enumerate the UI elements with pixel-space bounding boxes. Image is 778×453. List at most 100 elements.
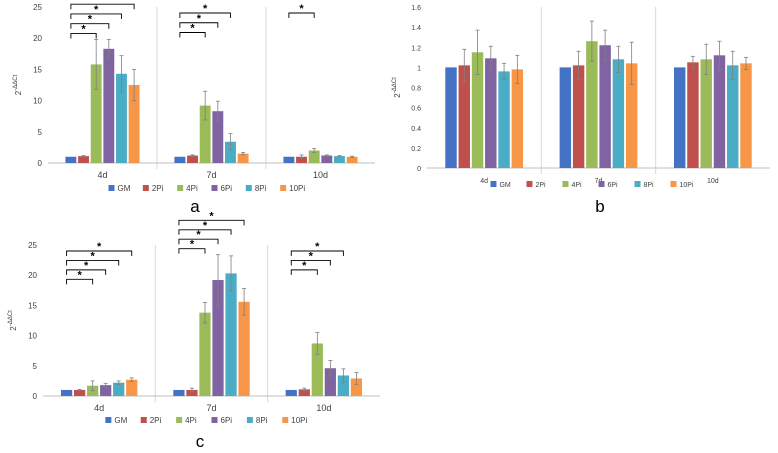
bar-10Pi-10d	[740, 63, 752, 168]
significance-star: *	[196, 229, 201, 241]
significance-bracket	[290, 259, 331, 266]
bar-4Pi-4d	[471, 52, 484, 168]
bar-4Pi-7d	[586, 41, 598, 168]
legend-label-2Pi: 2Pi	[152, 184, 164, 193]
significance-star: *	[77, 269, 82, 281]
legend-label-4Pi: 4Pi	[571, 182, 582, 189]
legend-label-4Pi: 4Pi	[186, 184, 198, 193]
y-axis-label-base: 2	[14, 90, 23, 95]
bar-6Pi-10d	[713, 55, 726, 168]
legend-swatch-4Pi	[562, 181, 569, 187]
bar-10Pi-7d	[238, 301, 250, 396]
legend-label-6Pi: 6Pi	[608, 182, 619, 189]
y-axis-label-base: 2	[393, 93, 402, 98]
legend-swatch-4Pi	[176, 417, 183, 423]
legend-label-6Pi: 6Pi	[221, 416, 233, 425]
x-tick-label: 4d	[480, 178, 488, 185]
legend-swatch-GM	[490, 181, 497, 187]
y-axis-label: 2-ΔΔCt	[13, 74, 23, 95]
y-tick-label: 10	[33, 97, 42, 106]
bar-2Pi-7d	[572, 65, 585, 168]
bar-8Pi-10d	[337, 375, 349, 396]
bar-4Pi-10d	[700, 59, 712, 169]
bar-GM-4d	[445, 67, 457, 168]
y-tick-label: 5	[38, 128, 43, 137]
x-tick-label: 10d	[316, 403, 331, 413]
legend-label-GM: GM	[114, 416, 127, 425]
y-tick-label: 0.2	[411, 146, 421, 153]
bar-10Pi-4d	[128, 85, 140, 163]
y-tick-label: 1.4	[411, 25, 421, 32]
legend-swatch-10Pi	[282, 417, 289, 423]
significance-bracket	[66, 250, 133, 256]
bar-6Pi-10d	[321, 155, 333, 163]
significance-bracket	[70, 32, 97, 39]
legend-label-10Pi: 10Pi	[291, 416, 307, 425]
bar-2Pi-7d	[187, 155, 198, 163]
bar-8Pi-10d	[334, 156, 345, 163]
significance-bracket	[66, 269, 107, 275]
legend-label-2Pi: 2Pi	[535, 182, 546, 189]
significance-star: *	[299, 3, 304, 15]
bar-2Pi-4d	[74, 389, 86, 396]
significance-star: *	[209, 210, 214, 222]
significance-bracket	[179, 12, 231, 18]
bar-4Pi-10d	[311, 343, 323, 396]
significance-star: *	[309, 250, 314, 262]
bar-8Pi-4d	[498, 71, 510, 168]
bar-6Pi-7d	[212, 111, 224, 163]
y-axis-label-exponent: -ΔΔCt	[392, 77, 398, 93]
significance-bracket	[178, 238, 219, 245]
significance-star: *	[302, 260, 307, 272]
legend-swatch-6Pi	[211, 185, 218, 191]
bar-8Pi-7d	[612, 59, 625, 169]
significance-bracket	[66, 259, 120, 266]
bar-GM-7d	[559, 67, 572, 168]
bar-8Pi-7d	[225, 273, 237, 396]
legend-swatch-6Pi	[211, 417, 218, 423]
bar-GM-7d	[173, 389, 185, 396]
y-tick-label: 1.6	[411, 5, 421, 12]
y-tick-label: 1	[417, 65, 421, 72]
bar-10Pi-4d	[511, 69, 524, 168]
panel-label: b	[595, 197, 604, 216]
bar-GM-4d	[65, 156, 77, 163]
y-tick-label: 10	[28, 332, 37, 341]
y-tick-label: 1.2	[411, 45, 421, 52]
significance-bracket	[70, 3, 135, 10]
x-tick-label: 10d	[707, 178, 719, 185]
significance-star: *	[84, 260, 89, 272]
bar-4Pi-7d	[199, 105, 211, 163]
legend-label-GM: GM	[117, 184, 130, 193]
y-axis-label-base: 2	[9, 326, 18, 331]
bar-2Pi-4d	[458, 65, 470, 168]
significance-star: *	[203, 220, 208, 232]
y-tick-label: 0	[417, 166, 421, 173]
significance-star: *	[190, 239, 195, 251]
significance-bracket	[290, 269, 318, 275]
y-tick-label: 20	[33, 34, 42, 43]
y-tick-label: 25	[28, 241, 37, 250]
legend-label-6Pi: 6Pi	[221, 184, 233, 193]
significance-star: *	[190, 23, 195, 35]
significance-star: *	[100, 0, 105, 6]
legend-swatch-8Pi	[245, 185, 252, 191]
bar-GM-7d	[174, 156, 186, 163]
bar-6Pi-7d	[599, 45, 611, 168]
legend-label-10Pi: 10Pi	[680, 182, 694, 189]
legend-label-8Pi: 8Pi	[644, 182, 655, 189]
bar-GM-10d	[673, 67, 686, 168]
significance-star: *	[81, 23, 86, 35]
significance-star: *	[91, 250, 96, 262]
bar-2Pi-10d	[687, 62, 699, 168]
bar-6Pi-4d	[485, 58, 497, 168]
bar-6Pi-7d	[212, 280, 224, 396]
significance-bracket	[288, 12, 315, 18]
y-axis-label-exponent: -ΔΔCt	[13, 74, 19, 90]
significance-bracket	[179, 32, 206, 38]
significance-bracket	[70, 23, 110, 29]
bar-2Pi-10d	[296, 156, 307, 163]
significance-bracket	[179, 22, 219, 28]
